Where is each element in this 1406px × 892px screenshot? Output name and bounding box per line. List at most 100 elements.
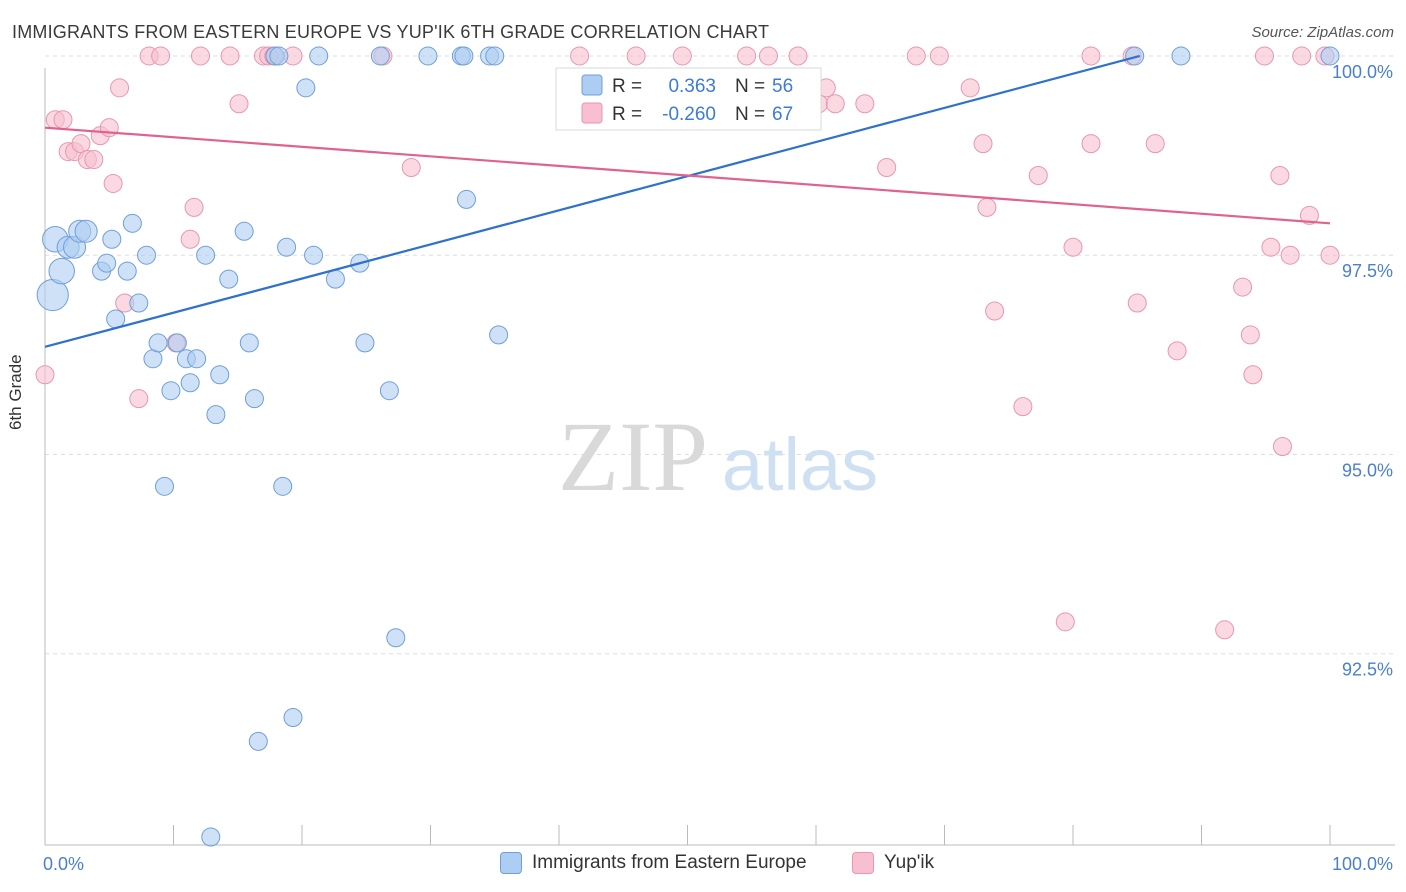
point-eastern-europe <box>456 189 476 209</box>
y-tick-label: 100.0% <box>1332 62 1393 82</box>
stats-r-label-1: R = <box>612 76 642 97</box>
chart-title: IMMIGRANTS FROM EASTERN EUROPE VS YUP'IK… <box>12 22 770 42</box>
point-yupik <box>1028 165 1048 185</box>
point-eastern-europe <box>277 237 297 257</box>
stats-swatch-pink <box>581 102 603 124</box>
trend-line-eastern-europe <box>44 54 1141 348</box>
point-yupik <box>129 389 149 409</box>
y-tick-label: 92.5% <box>1342 660 1393 680</box>
watermark-zip: ZIP <box>558 401 708 512</box>
point-yupik <box>1299 205 1319 225</box>
point-yupik <box>977 197 997 217</box>
point-eastern-europe <box>1320 46 1340 66</box>
point-yupik <box>1127 293 1147 313</box>
point-eastern-europe <box>167 333 187 353</box>
point-yupik <box>672 46 692 66</box>
point-yupik <box>184 197 204 217</box>
stats-n-label-2: N = <box>735 104 765 125</box>
point-eastern-europe <box>219 269 239 289</box>
point-eastern-europe <box>239 333 259 353</box>
stats-r-value-1: 0.363 <box>668 76 716 97</box>
point-eastern-europe <box>129 293 149 313</box>
point-yupik <box>877 158 897 178</box>
point-yupik <box>220 46 240 66</box>
legend-item-yupik: Yup'ik <box>852 852 934 874</box>
point-eastern-europe <box>269 46 289 66</box>
legend-item-eastern-europe: Immigrants from Eastern Europe <box>500 852 807 874</box>
point-yupik <box>35 365 55 385</box>
point-yupik <box>1013 397 1033 417</box>
point-eastern-europe <box>102 229 122 249</box>
legend-label-yupik: Yup'ik <box>884 852 935 873</box>
point-eastern-europe <box>196 245 216 265</box>
point-yupik <box>1063 237 1083 257</box>
point-eastern-europe <box>97 253 117 273</box>
point-eastern-europe <box>48 257 75 285</box>
point-eastern-europe <box>148 333 168 353</box>
point-yupik <box>103 173 123 193</box>
point-yupik <box>626 46 646 66</box>
point-yupik <box>929 46 949 66</box>
point-eastern-europe <box>248 731 268 751</box>
point-yupik <box>1270 165 1290 185</box>
y-tick-label: 97.5% <box>1342 261 1393 281</box>
point-eastern-europe <box>137 245 157 265</box>
trend-lines <box>44 54 1331 348</box>
point-eastern-europe <box>201 827 221 847</box>
point-yupik <box>190 46 210 66</box>
data-points <box>35 46 1340 847</box>
point-eastern-europe <box>370 46 390 66</box>
point-yupik <box>180 229 200 249</box>
gridlines: 92.5% 95.0% 97.5% 100.0% <box>45 55 1395 680</box>
point-eastern-europe <box>106 309 126 329</box>
point-yupik <box>906 46 926 66</box>
y-axis-label: 6th Grade <box>6 354 25 430</box>
point-eastern-europe <box>485 46 505 66</box>
point-eastern-europe <box>418 46 438 66</box>
point-yupik <box>973 134 993 154</box>
point-eastern-europe <box>283 707 303 727</box>
point-eastern-europe <box>454 46 474 66</box>
point-yupik <box>737 46 757 66</box>
point-eastern-europe <box>489 325 509 345</box>
legend-swatch-blue <box>500 852 522 874</box>
point-yupik <box>1240 325 1260 345</box>
point-yupik <box>110 78 130 98</box>
trend-line-yupik <box>44 126 1331 225</box>
point-yupik <box>1233 277 1253 297</box>
stats-n-value-1: 56 <box>772 76 793 97</box>
point-eastern-europe <box>379 381 399 401</box>
legend-label-eastern-europe: Immigrants from Eastern Europe <box>532 852 807 873</box>
point-yupik <box>1167 341 1187 361</box>
point-yupik <box>570 46 590 66</box>
point-yupik <box>401 158 421 178</box>
point-eastern-europe <box>143 349 163 369</box>
point-yupik <box>985 301 1005 321</box>
stats-n-label-1: N = <box>735 76 765 97</box>
point-eastern-europe <box>122 213 142 233</box>
point-yupik <box>960 78 980 98</box>
point-yupik <box>84 150 104 170</box>
point-yupik <box>151 46 171 66</box>
point-yupik <box>1272 436 1292 456</box>
point-yupik <box>1081 46 1101 66</box>
point-eastern-europe <box>304 245 324 265</box>
point-yupik <box>825 94 845 114</box>
point-yupik <box>229 94 249 114</box>
watermark-atlas: atlas <box>722 423 878 506</box>
y-tick-label: 95.0% <box>1342 460 1393 480</box>
point-yupik <box>71 134 91 154</box>
stats-r-value-2: -0.260 <box>662 104 716 125</box>
point-eastern-europe <box>1171 46 1191 66</box>
stats-swatch-blue <box>581 74 603 96</box>
point-eastern-europe <box>117 261 137 281</box>
x-tick-label: 100.0% <box>1332 854 1393 874</box>
point-eastern-europe <box>180 373 200 393</box>
point-eastern-europe <box>386 628 406 648</box>
point-yupik <box>788 46 808 66</box>
point-yupik <box>1243 365 1263 385</box>
point-eastern-europe <box>1125 46 1145 66</box>
legend-swatch-pink <box>852 852 874 874</box>
stats-n-value-2: 67 <box>772 104 793 125</box>
